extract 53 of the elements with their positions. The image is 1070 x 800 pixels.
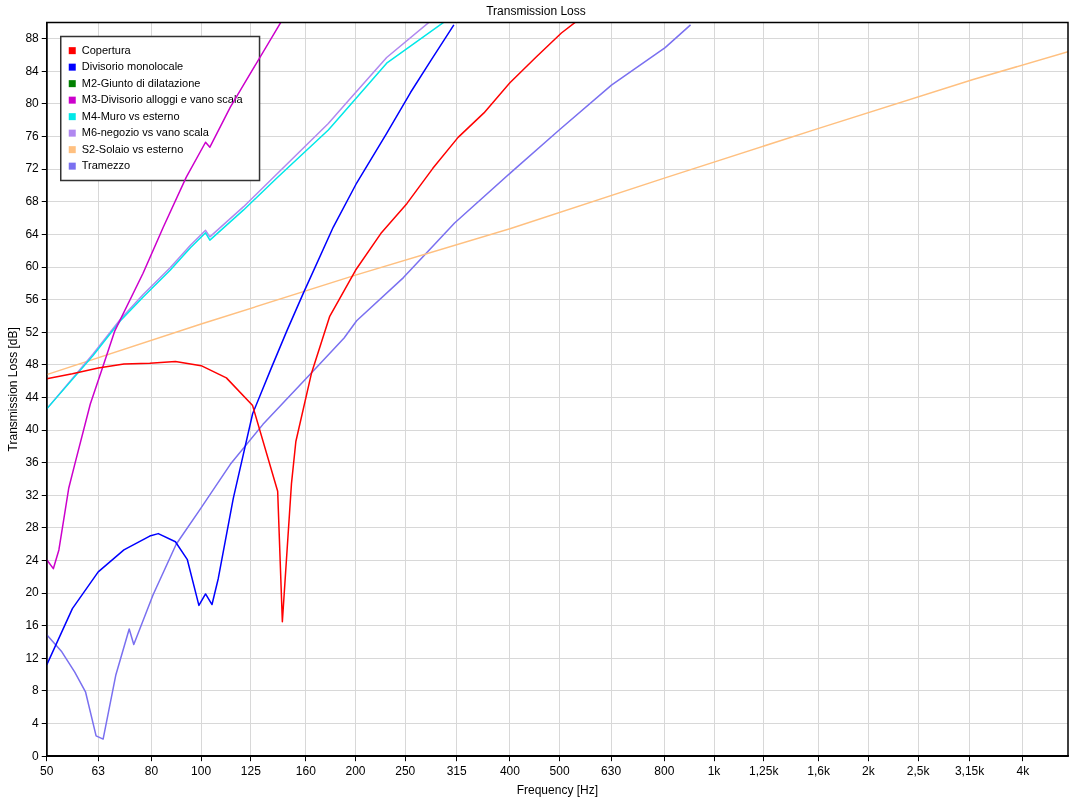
x-tick-label: 800: [654, 763, 675, 778]
y-tick-label: 68: [25, 194, 40, 209]
x-tick-label: 80: [144, 763, 159, 778]
y-tick-label: 76: [25, 128, 40, 143]
x-axis-title: Frequency [Hz]: [516, 783, 599, 798]
x-tick-label: 200: [345, 763, 366, 778]
y-tick-label: 44: [25, 389, 40, 404]
x-tick-label: 250: [395, 763, 416, 778]
x-tick-label: 2k: [862, 763, 876, 778]
y-tick-label: 32: [25, 487, 40, 502]
y-tick-label: 72: [25, 161, 40, 176]
x-tick-label: 400: [499, 763, 521, 778]
x-tick-label: 50: [40, 763, 54, 778]
y-tick-label: 88: [25, 31, 40, 46]
y-tick-label: 48: [25, 357, 40, 372]
y-tick-label: 40: [25, 422, 40, 437]
x-tick-label: 500: [549, 763, 570, 778]
y-tick-label: 36: [25, 454, 40, 469]
x-tick-label: 3,15k: [954, 763, 986, 778]
x-tick-label: 63: [91, 763, 106, 778]
legend-label: S2-Solaio vs esterno: [81, 142, 184, 155]
y-tick-label: 52: [25, 324, 40, 339]
y-tick-label: 0: [32, 748, 40, 763]
y-tick-label: 84: [25, 63, 40, 78]
legend-label: M4-Muro vs esterno: [81, 109, 180, 122]
legend-label: Copertura: [81, 43, 132, 56]
legend-label: Tramezzo: [81, 159, 131, 172]
x-tick-label: 1k: [707, 763, 722, 778]
y-tick-label: 80: [25, 96, 40, 111]
y-tick-label: 4: [32, 715, 40, 730]
y-tick-label: 24: [25, 552, 40, 567]
x-tick-label: 100: [191, 763, 212, 778]
y-tick-label: 8: [32, 683, 40, 698]
x-tick-label: 630: [601, 763, 622, 778]
x-tick-label: 315: [446, 763, 468, 778]
legend-label: M6-negozio vs vano scala: [81, 126, 210, 139]
x-tick-label: 4k: [1016, 763, 1031, 778]
x-tick-label: 1,25k: [749, 763, 780, 778]
x-tick-label: 2,5k: [906, 763, 931, 778]
y-tick-label: 56: [25, 291, 40, 306]
y-tick-label: 64: [25, 226, 40, 241]
legend-label: M2-Giunto di dilatazione: [81, 76, 201, 89]
y-tick-label: 60: [25, 259, 40, 274]
y-tick-label: 28: [25, 520, 40, 535]
x-tick-label: 160: [295, 763, 317, 778]
y-axis-title: Transmission Loss [dB]: [5, 327, 20, 452]
y-tick-label: 16: [25, 618, 40, 633]
chart-title: Transmission Loss: [486, 3, 586, 18]
x-tick-label: 1,6k: [807, 763, 832, 778]
y-tick-label: 12: [25, 650, 40, 665]
y-tick-label: 20: [25, 585, 40, 600]
x-tick-label: 125: [240, 763, 262, 778]
legend-label: Divisorio monolocale: [81, 60, 184, 73]
